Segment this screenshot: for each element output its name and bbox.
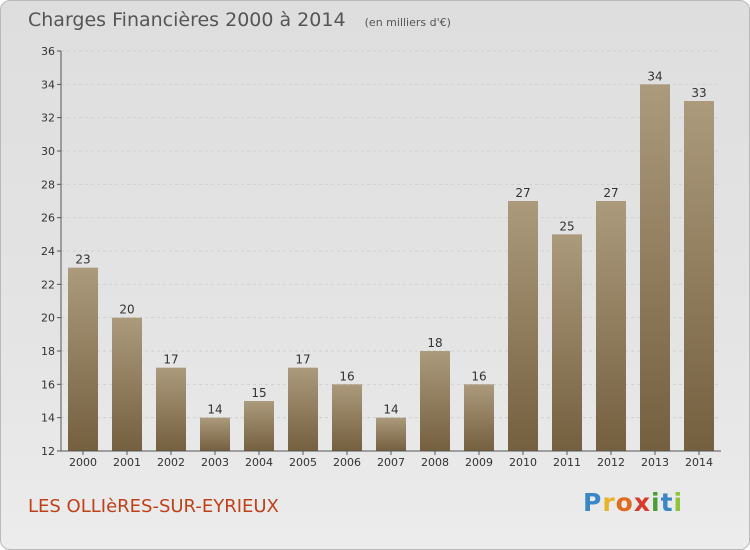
proxiti-logo: Proxiti <box>583 488 683 517</box>
bars <box>68 84 714 451</box>
chart-unit-label: (en milliers d'€) <box>364 16 451 29</box>
y-tick-label: 32 <box>41 112 55 125</box>
bar-2000 <box>68 267 98 451</box>
value-label-2014: 33 <box>691 86 706 100</box>
x-tick-label-2006: 2006 <box>333 456 361 469</box>
value-label-2007: 14 <box>383 403 398 417</box>
bar-2001 <box>112 317 142 451</box>
axes <box>57 50 721 455</box>
value-label-2004: 15 <box>251 386 266 400</box>
x-tick-label-2013: 2013 <box>641 456 669 469</box>
x-tick-label-2012: 2012 <box>597 456 625 469</box>
x-tick-label-2010: 2010 <box>509 456 537 469</box>
x-tick-label-2005: 2005 <box>289 456 317 469</box>
bar-2013 <box>640 84 670 451</box>
y-tick-label: 28 <box>41 178 55 191</box>
x-tick-label-2004: 2004 <box>245 456 273 469</box>
bar-2002 <box>156 367 186 451</box>
logo-letter: t <box>660 488 674 517</box>
bar-2011 <box>552 234 582 451</box>
logo-letter: x <box>633 488 651 517</box>
y-tick-label: 34 <box>41 78 55 91</box>
value-label-2001: 20 <box>119 303 134 317</box>
y-tick-label: 36 <box>41 45 55 58</box>
y-tick-label: 18 <box>41 345 55 358</box>
x-tick-label-2000: 2000 <box>69 456 97 469</box>
x-tick-label-2008: 2008 <box>421 456 449 469</box>
logo-letter: i <box>673 488 684 517</box>
value-labels: 23 20 17 14 15 17 16 14 18 16 27 25 27 34 33 <box>75 69 706 416</box>
bar-2012 <box>596 201 626 451</box>
y-tick-label: 14 <box>41 412 55 425</box>
logo-letter: i <box>651 488 661 517</box>
value-label-2000: 23 <box>75 253 90 267</box>
x-tick-label-2009: 2009 <box>465 456 493 469</box>
y-tick-label: 16 <box>41 378 55 391</box>
value-label-2011: 25 <box>559 219 574 233</box>
x-tick-label-2014: 2014 <box>685 456 713 469</box>
value-label-2002: 17 <box>163 353 178 367</box>
value-label-2005: 17 <box>295 353 310 367</box>
bar-2010 <box>508 201 538 451</box>
bar-2005 <box>288 367 318 451</box>
value-label-2009: 16 <box>471 369 486 383</box>
x-tick-label-2003: 2003 <box>201 456 229 469</box>
x-tick-label-2001: 2001 <box>113 456 141 469</box>
title-row: Charges Financières 2000 à 2014 (en mill… <box>28 9 451 31</box>
value-label-2012: 27 <box>603 186 618 200</box>
bar-2014 <box>684 101 714 451</box>
bar-2006 <box>332 384 362 451</box>
y-tick-label: 12 <box>41 445 55 458</box>
commune-name: LES OLLIèRES-SUR-EYRIEUX <box>28 496 279 517</box>
x-tick-label-2007: 2007 <box>377 456 405 469</box>
logo-letter: o <box>615 488 634 517</box>
value-label-2010: 27 <box>515 186 530 200</box>
logo-letter: r <box>602 488 616 517</box>
value-label-2006: 16 <box>339 369 354 383</box>
value-label-2008: 18 <box>427 336 442 350</box>
y-tick-label: 22 <box>41 278 55 291</box>
bar-2008 <box>420 351 450 451</box>
x-tick-label-2011: 2011 <box>553 456 581 469</box>
y-tick-label: 26 <box>41 212 55 225</box>
tick-labels: 12 14 16 18 20 22 24 26 28 30 32 34 36 2000 2001 2002 20… <box>41 45 713 469</box>
bar-2004 <box>244 401 274 451</box>
y-tick-label: 30 <box>41 145 55 158</box>
value-label-2013: 34 <box>647 69 662 83</box>
bar-2007 <box>376 417 406 451</box>
value-label-2003: 14 <box>207 403 222 417</box>
logo-letter: P <box>583 488 603 517</box>
chart-title: Charges Financières 2000 à 2014 <box>28 9 346 31</box>
bar-2003 <box>200 417 230 451</box>
y-tick-label: 20 <box>41 312 55 325</box>
y-tick-label: 24 <box>41 245 55 258</box>
x-tick-label-2002: 2002 <box>157 456 185 469</box>
bar-2009 <box>464 384 494 451</box>
